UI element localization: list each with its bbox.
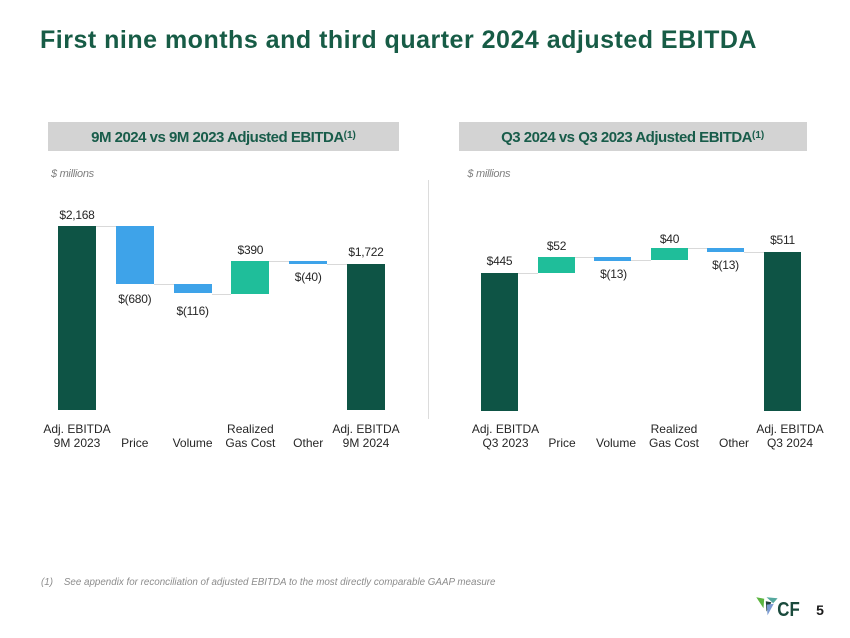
svg-text:CF: CF — [777, 598, 800, 621]
